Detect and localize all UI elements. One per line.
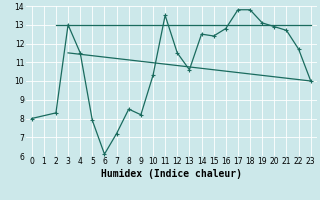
X-axis label: Humidex (Indice chaleur): Humidex (Indice chaleur) <box>101 169 242 179</box>
